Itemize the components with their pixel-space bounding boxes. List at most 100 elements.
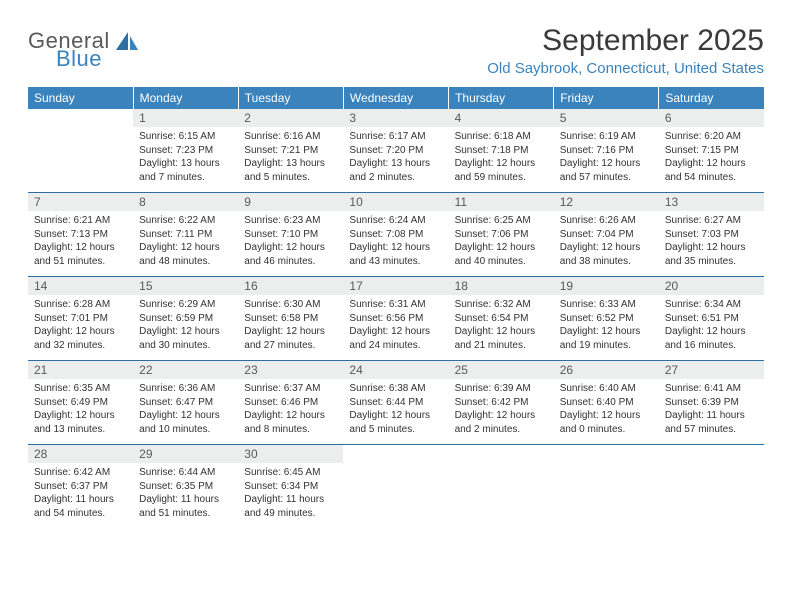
day-body: Sunrise: 6:41 AMSunset: 6:39 PMDaylight:… [659, 379, 764, 444]
day-line: Sunrise: 6:27 AM [665, 214, 758, 228]
day-line: Sunset: 7:16 PM [560, 144, 653, 158]
day-cell: 1Sunrise: 6:15 AMSunset: 7:23 PMDaylight… [133, 109, 238, 193]
day-number: 11 [449, 193, 554, 211]
day-cell: 11Sunrise: 6:25 AMSunset: 7:06 PMDayligh… [449, 193, 554, 277]
day-line: Sunset: 6:52 PM [560, 312, 653, 326]
day-line: Sunset: 7:03 PM [665, 228, 758, 242]
day-line: Daylight: 12 hours and 21 minutes. [455, 325, 548, 352]
day-number: 13 [659, 193, 764, 211]
day-line: Sunrise: 6:41 AM [665, 382, 758, 396]
day-cell: 12Sunrise: 6:26 AMSunset: 7:04 PMDayligh… [554, 193, 659, 277]
day-line: Daylight: 12 hours and 19 minutes. [560, 325, 653, 352]
day-line: Sunrise: 6:25 AM [455, 214, 548, 228]
day-cell: 30Sunrise: 6:45 AMSunset: 6:34 PMDayligh… [238, 445, 343, 528]
day-cell: 21Sunrise: 6:35 AMSunset: 6:49 PMDayligh… [28, 361, 133, 445]
dow-header: Tuesday [238, 87, 343, 109]
day-body: Sunrise: 6:22 AMSunset: 7:11 PMDaylight:… [133, 211, 238, 276]
day-line: Daylight: 12 hours and 10 minutes. [139, 409, 232, 436]
day-number: 14 [28, 277, 133, 295]
day-body: Sunrise: 6:17 AMSunset: 7:20 PMDaylight:… [343, 127, 448, 192]
dow-header-row: Sunday Monday Tuesday Wednesday Thursday… [28, 87, 764, 109]
day-line: Sunset: 6:58 PM [244, 312, 337, 326]
day-cell: 29Sunrise: 6:44 AMSunset: 6:35 PMDayligh… [133, 445, 238, 528]
day-number: 17 [343, 277, 448, 295]
day-line: Sunrise: 6:15 AM [139, 130, 232, 144]
day-line: Sunrise: 6:36 AM [139, 382, 232, 396]
day-number: 20 [659, 277, 764, 295]
week-row: 1 Sunrise: 6:15 AMSunset: 7:23 PM Daylight… [28, 109, 764, 193]
day-line: Daylight: 12 hours and 48 minutes. [139, 241, 232, 268]
day-line: Daylight: 12 hours and 46 minutes. [244, 241, 337, 268]
day-line: Sunrise: 6:32 AM [455, 298, 548, 312]
day-line: Daylight: 12 hours and 5 minutes. [349, 409, 442, 436]
day-line: Daylight: 11 hours and 54 minutes. [34, 493, 127, 520]
day-body: Sunrise: 6:31 AMSunset: 6:56 PMDaylight:… [343, 295, 448, 360]
day-line: Daylight: 12 hours and 0 minutes. [560, 409, 653, 436]
day-body [28, 113, 133, 124]
day-line: Sunset: 6:59 PM [139, 312, 232, 326]
day-line: Sunset: 6:56 PM [349, 312, 442, 326]
day-line: Sunrise: 6:20 AM [665, 130, 758, 144]
day-cell: 2Sunrise: 6:16 AMSunset: 7:21 PMDaylight… [238, 109, 343, 193]
day-number: 9 [238, 193, 343, 211]
day-number: 3 [343, 109, 448, 127]
day-line: Sunrise: 6:44 AM [139, 466, 232, 480]
day-number: 4 [449, 109, 554, 127]
day-line: Sunset: 7:21 PM [244, 144, 337, 158]
day-line: Daylight: 12 hours and 27 minutes. [244, 325, 337, 352]
day-number: 19 [554, 277, 659, 295]
day-line: Daylight: 13 hours and 5 minutes. [244, 157, 337, 184]
day-line: Sunset: 6:34 PM [244, 480, 337, 494]
day-line: Daylight: 11 hours and 57 minutes. [665, 409, 758, 436]
day-line: Sunset: 6:39 PM [665, 396, 758, 410]
calendar-table: Sunday Monday Tuesday Wednesday Thursday… [28, 87, 764, 528]
day-line: Sunrise: 6:18 AM [455, 130, 548, 144]
day-line: Sunset: 7:23 PM [139, 144, 232, 158]
day-cell: 15Sunrise: 6:29 AMSunset: 6:59 PMDayligh… [133, 277, 238, 361]
day-cell [554, 445, 659, 528]
day-body: Sunrise: 6:38 AMSunset: 6:44 PMDaylight:… [343, 379, 448, 444]
day-cell: 5Sunrise: 6:19 AMSunset: 7:16 PMDaylight… [554, 109, 659, 193]
day-body: Sunrise: 6:42 AMSunset: 6:37 PMDaylight:… [28, 463, 133, 528]
day-line: Sunset: 6:40 PM [560, 396, 653, 410]
dow-header: Monday [133, 87, 238, 109]
day-cell: 9Sunrise: 6:23 AMSunset: 7:10 PMDaylight… [238, 193, 343, 277]
day-body: Sunrise: 6:32 AMSunset: 6:54 PMDaylight:… [449, 295, 554, 360]
day-number: 30 [238, 445, 343, 463]
day-cell: 24Sunrise: 6:38 AMSunset: 6:44 PMDayligh… [343, 361, 448, 445]
day-cell: 10Sunrise: 6:24 AMSunset: 7:08 PMDayligh… [343, 193, 448, 277]
day-line: Daylight: 12 hours and 2 minutes. [455, 409, 548, 436]
day-cell: 14Sunrise: 6:28 AMSunset: 7:01 PMDayligh… [28, 277, 133, 361]
dow-header: Thursday [449, 87, 554, 109]
day-body: Sunrise: 6:39 AMSunset: 6:42 PMDaylight:… [449, 379, 554, 444]
day-cell: 16Sunrise: 6:30 AMSunset: 6:58 PMDayligh… [238, 277, 343, 361]
day-line: Sunset: 6:51 PM [665, 312, 758, 326]
location-label: Old Saybrook, Connecticut, United States [487, 60, 764, 77]
day-line: Daylight: 12 hours and 40 minutes. [455, 241, 548, 268]
day-line: Daylight: 12 hours and 54 minutes. [665, 157, 758, 184]
day-body: Sunrise: 6:18 AMSunset: 7:18 PMDaylight:… [449, 127, 554, 192]
day-body: Sunrise: 6:44 AMSunset: 6:35 PMDaylight:… [133, 463, 238, 528]
day-cell: 27Sunrise: 6:41 AMSunset: 6:39 PMDayligh… [659, 361, 764, 445]
day-line: Sunrise: 6:33 AM [560, 298, 653, 312]
day-line: Sunrise: 6:16 AM [244, 130, 337, 144]
day-number: 27 [659, 361, 764, 379]
day-cell: 25Sunrise: 6:39 AMSunset: 6:42 PMDayligh… [449, 361, 554, 445]
day-line: Sunrise: 6:24 AM [349, 214, 442, 228]
day-line: Daylight: 12 hours and 38 minutes. [560, 241, 653, 268]
day-number: 1 [133, 109, 238, 127]
sail-icon [114, 30, 140, 59]
day-line: Sunrise: 6:42 AM [34, 466, 127, 480]
day-line: Daylight: 12 hours and 43 minutes. [349, 241, 442, 268]
day-cell [28, 109, 133, 193]
day-cell: 7Sunrise: 6:21 AMSunset: 7:13 PMDaylight… [28, 193, 133, 277]
day-line: Sunrise: 6:22 AM [139, 214, 232, 228]
day-line: Sunrise: 6:19 AM [560, 130, 653, 144]
day-line: Sunrise: 6:35 AM [34, 382, 127, 396]
day-body: Sunrise: 6:16 AMSunset: 7:21 PMDaylight:… [238, 127, 343, 192]
day-line: Sunrise: 6:17 AM [349, 130, 442, 144]
day-number: 28 [28, 445, 133, 463]
day-number: 26 [554, 361, 659, 379]
day-line: Sunset: 7:11 PM [139, 228, 232, 242]
day-line: Sunrise: 6:38 AM [349, 382, 442, 396]
